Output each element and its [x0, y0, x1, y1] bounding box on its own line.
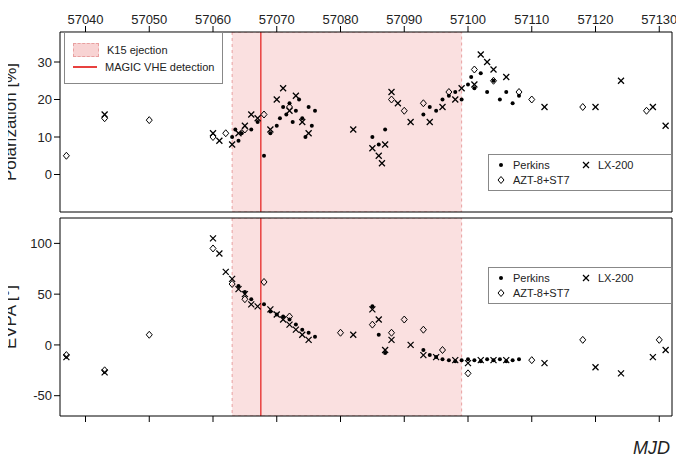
svg-text:57070: 57070	[259, 12, 295, 27]
svg-text:30: 30	[38, 55, 52, 70]
svg-text:57130: 57130	[641, 12, 676, 27]
svg-text:57110: 57110	[514, 12, 549, 27]
svg-text:57100: 57100	[450, 12, 486, 27]
svg-text:0: 0	[45, 167, 52, 182]
html-text:LX-200: LX-200	[598, 272, 634, 284]
html-text:AZT-8+ST7: AZT-8+ST7	[513, 174, 570, 186]
svg-text:20: 20	[38, 92, 52, 107]
html-text:K15 ejection: K15 ejection	[107, 44, 168, 56]
html-text:Perkins: Perkins	[513, 159, 550, 171]
svg-text:57060: 57060	[195, 12, 231, 27]
svg-text:100: 100	[30, 236, 52, 251]
svg-text:MJD: MJD	[633, 438, 670, 456]
html-text:AZT-8+ST7: AZT-8+ST7	[513, 287, 570, 299]
svg-text:57040: 57040	[67, 12, 103, 27]
svg-text:57080: 57080	[322, 12, 358, 27]
html-text:MAGIC VHE detection: MAGIC VHE detection	[105, 61, 215, 73]
svg-text:50: 50	[38, 287, 52, 302]
svg-text:57120: 57120	[577, 12, 613, 27]
svg-text:0: 0	[45, 338, 52, 353]
svg-text:EVPA [°]: EVPA [°]	[8, 285, 20, 349]
svg-text:57050: 57050	[131, 12, 167, 27]
svg-text:Polarization [%]: Polarization [%]	[8, 63, 20, 181]
svg-text:10: 10	[38, 130, 52, 145]
svg-text:57090: 57090	[386, 12, 422, 27]
svg-text:-50: -50	[33, 388, 52, 403]
html-text:Perkins: Perkins	[513, 272, 550, 284]
html-text:LX-200: LX-200	[598, 159, 634, 171]
